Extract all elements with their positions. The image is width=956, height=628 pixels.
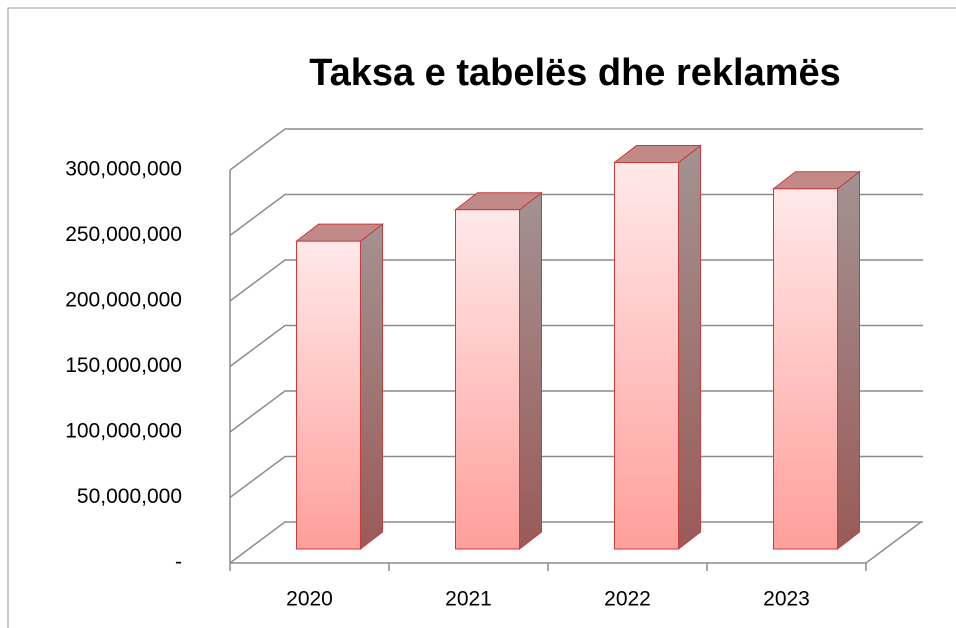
x-tick-label: 2023 xyxy=(763,588,810,611)
y-tick-label: 300,000,000 xyxy=(65,158,182,181)
y-tick-label: 50,000,000 xyxy=(77,485,182,508)
bar-side xyxy=(837,170,860,551)
y-tick-label: - xyxy=(175,551,182,574)
grid-line xyxy=(229,128,923,171)
grid-line xyxy=(229,455,923,499)
bar xyxy=(296,240,361,550)
y-tick-label: 250,000,000 xyxy=(65,223,182,246)
x-tick-label: 2020 xyxy=(286,588,333,611)
chart-border xyxy=(7,7,956,628)
grid-line xyxy=(229,193,923,237)
bar xyxy=(614,162,679,550)
y-tick-label: 200,000,000 xyxy=(65,289,182,312)
y-tick-label: 150,000,000 xyxy=(65,354,182,377)
bar-side xyxy=(519,191,542,551)
chart-title: Taksa e tabelës dhe reklamës xyxy=(309,52,841,94)
x-tick-label: 2021 xyxy=(445,588,492,611)
bar-side xyxy=(360,223,383,551)
y-tick-label: 100,000,000 xyxy=(65,420,182,443)
grid-line xyxy=(229,259,923,302)
bar xyxy=(455,209,520,550)
grid-line xyxy=(229,521,923,564)
grid-line xyxy=(229,324,923,368)
grid-line xyxy=(229,390,923,433)
x-tick-label: 2022 xyxy=(604,588,651,611)
bar-side xyxy=(678,144,701,551)
bar xyxy=(773,188,838,550)
